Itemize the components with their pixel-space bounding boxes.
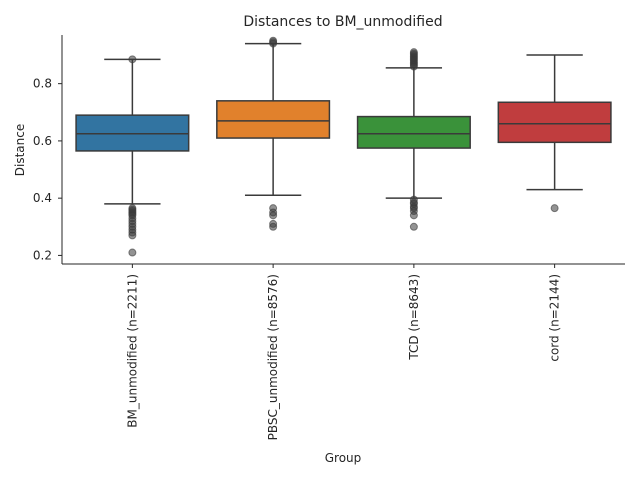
x-tick-label: BM_unmodified (n=2211) [125, 274, 139, 428]
x-axis-label: Group [325, 451, 362, 465]
x-axis-ticks: BM_unmodified (n=2211) PBSC_unmodified (n… [125, 264, 562, 440]
x-tick-label: cord (n=2144) [548, 274, 562, 362]
box-iqr [356, 115, 471, 149]
y-axis-label: Distance [13, 124, 27, 176]
y-tick-label: 0.8 [33, 77, 52, 91]
outlier-point [128, 248, 137, 257]
outlier-point [550, 204, 559, 213]
outlier-point [128, 204, 137, 213]
x-tick-label: TCD (n=8643) [407, 274, 421, 361]
box-group [216, 36, 331, 231]
chart-title: Distances to BM_unmodified [243, 14, 442, 30]
outlier-point [409, 195, 418, 204]
y-tick-label: 0.2 [33, 248, 52, 262]
box-iqr [216, 100, 331, 139]
outlier-point [128, 55, 137, 64]
plot-area [75, 36, 612, 257]
outlier-point [409, 48, 418, 57]
y-tick-label: 0.6 [33, 134, 52, 148]
y-tick-label: 0.4 [33, 191, 52, 205]
outlier-point [269, 204, 278, 213]
x-tick-label: PBSC_unmodified (n=8576) [266, 274, 280, 440]
box-group [497, 54, 612, 213]
box-group [356, 48, 471, 231]
y-axis-ticks: 0.2 0.4 0.6 0.8 [33, 77, 62, 262]
outlier-point [269, 36, 278, 45]
box-group [75, 55, 190, 257]
outlier-point [269, 219, 278, 228]
box-iqr [497, 101, 612, 144]
outlier-point [409, 222, 418, 231]
